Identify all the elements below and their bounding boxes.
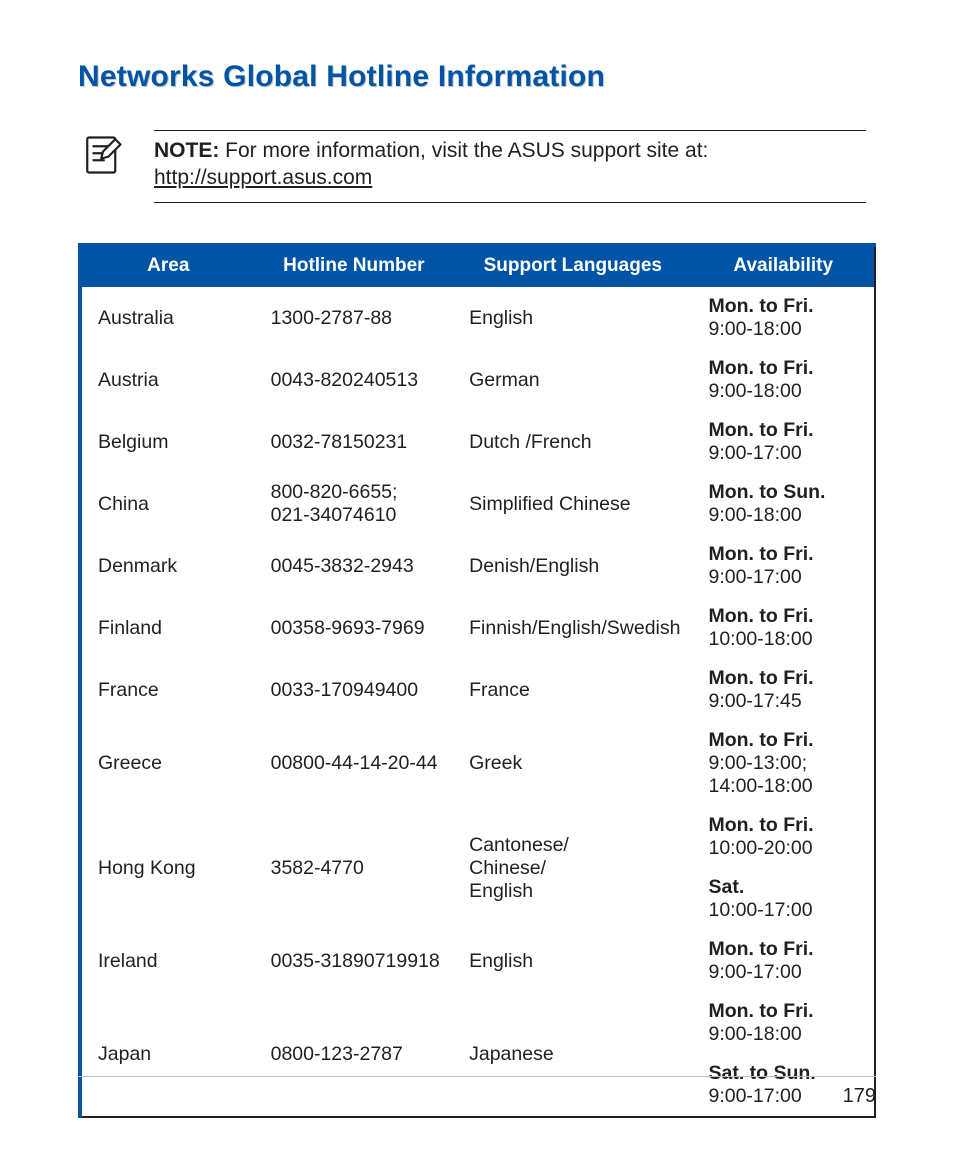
cell-availability: Mon. to Fri.10:00-18:00 bbox=[692, 597, 875, 659]
th-avail: Availability bbox=[692, 245, 875, 287]
availability-days: Mon. to Fri. bbox=[708, 1000, 813, 1022]
cell-area: Ireland bbox=[80, 930, 255, 992]
cell-number: 0032-78150231 bbox=[255, 411, 454, 473]
cell-availability: Sat.10:00-17:00 bbox=[692, 868, 875, 930]
cell-number: 00358-9693-7969 bbox=[255, 597, 454, 659]
availability-hours: 9:00-18:00 bbox=[708, 1023, 801, 1045]
availability-days: Mon. to Fri. bbox=[708, 729, 813, 751]
table-row: Hong Kong3582-4770Cantonese/ Chinese/ En… bbox=[80, 806, 875, 868]
availability-days: Mon. to Fri. bbox=[708, 419, 813, 441]
table-row: Japan0800-123-2787JapaneseMon. to Fri.9:… bbox=[80, 992, 875, 1054]
cell-lang: France bbox=[453, 659, 692, 721]
cell-number: 0035-31890719918 bbox=[255, 930, 454, 992]
availability-days: Mon. to Fri. bbox=[708, 543, 813, 565]
cell-lang: Finnish/English/Swedish bbox=[453, 597, 692, 659]
availability-days: Mon. to Fri. bbox=[708, 938, 813, 960]
cell-availability: Mon. to Fri.9:00-17:00 bbox=[692, 411, 875, 473]
cell-lang: Greek bbox=[453, 721, 692, 806]
cell-availability: Mon. to Fri.9:00-13:00; 14:00-18:00 bbox=[692, 721, 875, 806]
table-row: Finland00358-9693-7969Finnish/English/Sw… bbox=[80, 597, 875, 659]
table-header: Area Hotline Number Support Languages Av… bbox=[80, 245, 875, 287]
manual-page: Networks Global Hotline Information NOTE… bbox=[0, 0, 954, 1158]
cell-number: 0033-170949400 bbox=[255, 659, 454, 721]
cell-lang: German bbox=[453, 349, 692, 411]
availability-hours: 9:00-17:00 bbox=[708, 566, 801, 588]
table-row: Austria0043-820240513GermanMon. to Fri.9… bbox=[80, 349, 875, 411]
th-area: Area bbox=[80, 245, 255, 287]
availability-days: Mon. to Sun. bbox=[708, 481, 825, 503]
cell-availability: Mon. to Fri.10:00-20:00 bbox=[692, 806, 875, 868]
cell-number: 00800-44-14-20-44 bbox=[255, 721, 454, 806]
availability-hours: 10:00-17:00 bbox=[708, 899, 812, 921]
table-row: China800-820-6655; 021-34074610Simplifie… bbox=[80, 473, 875, 535]
note-body: For more information, visit the ASUS sup… bbox=[219, 139, 708, 162]
cell-area: Hong Kong bbox=[80, 806, 255, 930]
cell-area: Finland bbox=[80, 597, 255, 659]
note-text: NOTE: For more information, visit the AS… bbox=[154, 130, 866, 203]
cell-lang: Dutch /French bbox=[453, 411, 692, 473]
cell-availability: Mon. to Fri.9:00-18:00 bbox=[692, 992, 875, 1054]
cell-area: France bbox=[80, 659, 255, 721]
availability-hours: 9:00-18:00 bbox=[708, 318, 801, 340]
cell-lang: Simplified Chinese bbox=[453, 473, 692, 535]
availability-days: Mon. to Fri. bbox=[708, 814, 813, 836]
cell-area: Austria bbox=[80, 349, 255, 411]
availability-days: Mon. to Fri. bbox=[708, 295, 813, 317]
cell-availability: Mon. to Fri.9:00-18:00 bbox=[692, 287, 875, 349]
availability-hours: 9:00-17:00 bbox=[708, 442, 801, 464]
availability-hours: 10:00-20:00 bbox=[708, 837, 812, 859]
page-heading: Networks Global Hotline Information bbox=[78, 60, 876, 94]
hotline-table: Area Hotline Number Support Languages Av… bbox=[78, 243, 876, 1118]
cell-number: 3582-4770 bbox=[255, 806, 454, 930]
availability-days: Mon. to Fri. bbox=[708, 605, 813, 627]
availability-hours: 9:00-17:00 bbox=[708, 961, 801, 983]
th-lang: Support Languages bbox=[453, 245, 692, 287]
table-row: Ireland0035-31890719918EnglishMon. to Fr… bbox=[80, 930, 875, 992]
availability-days: Sat. bbox=[708, 876, 744, 898]
availability-hours: 9:00-13:00; 14:00-18:00 bbox=[708, 752, 812, 797]
table-row: Belgium0032-78150231Dutch /FrenchMon. to… bbox=[80, 411, 875, 473]
cell-number: 0043-820240513 bbox=[255, 349, 454, 411]
support-link[interactable]: http://support.asus.com bbox=[154, 166, 372, 189]
cell-lang: English bbox=[453, 287, 692, 349]
cell-lang: Denish/English bbox=[453, 535, 692, 597]
cell-lang: English bbox=[453, 930, 692, 992]
table-body: Australia1300-2787-88EnglishMon. to Fri.… bbox=[80, 287, 875, 1117]
availability-days: Mon. to Fri. bbox=[708, 357, 813, 379]
cell-availability: Mon. to Fri.9:00-17:45 bbox=[692, 659, 875, 721]
table-row: Denmark0045-3832-2943Denish/EnglishMon. … bbox=[80, 535, 875, 597]
cell-number: 0045-3832-2943 bbox=[255, 535, 454, 597]
note-block: NOTE: For more information, visit the AS… bbox=[78, 130, 876, 203]
availability-days: Mon. to Fri. bbox=[708, 667, 813, 689]
cell-area: Denmark bbox=[80, 535, 255, 597]
cell-area: Australia bbox=[80, 287, 255, 349]
cell-area: China bbox=[80, 473, 255, 535]
availability-hours: 9:00-18:00 bbox=[708, 504, 801, 526]
cell-area: Greece bbox=[80, 721, 255, 806]
note-label: NOTE: bbox=[154, 139, 219, 162]
availability-hours: 10:00-18:00 bbox=[708, 628, 812, 650]
cell-lang: Cantonese/ Chinese/ English bbox=[453, 806, 692, 930]
note-icon bbox=[82, 134, 124, 176]
th-number: Hotline Number bbox=[255, 245, 454, 287]
cell-availability: Mon. to Sun.9:00-18:00 bbox=[692, 473, 875, 535]
page-number: 179 bbox=[843, 1085, 876, 1107]
table-row: France0033-170949400FranceMon. to Fri.9:… bbox=[80, 659, 875, 721]
availability-hours: 9:00-17:45 bbox=[708, 690, 801, 712]
page-footer: 179 bbox=[78, 1076, 876, 1108]
cell-availability: Mon. to Fri.9:00-17:00 bbox=[692, 535, 875, 597]
cell-area: Belgium bbox=[80, 411, 255, 473]
table-row: Greece00800-44-14-20-44GreekMon. to Fri.… bbox=[80, 721, 875, 806]
availability-hours: 9:00-18:00 bbox=[708, 380, 801, 402]
cell-number: 800-820-6655; 021-34074610 bbox=[255, 473, 454, 535]
cell-number: 1300-2787-88 bbox=[255, 287, 454, 349]
cell-availability: Mon. to Fri.9:00-18:00 bbox=[692, 349, 875, 411]
cell-availability: Mon. to Fri.9:00-17:00 bbox=[692, 930, 875, 992]
table-row: Australia1300-2787-88EnglishMon. to Fri.… bbox=[80, 287, 875, 349]
